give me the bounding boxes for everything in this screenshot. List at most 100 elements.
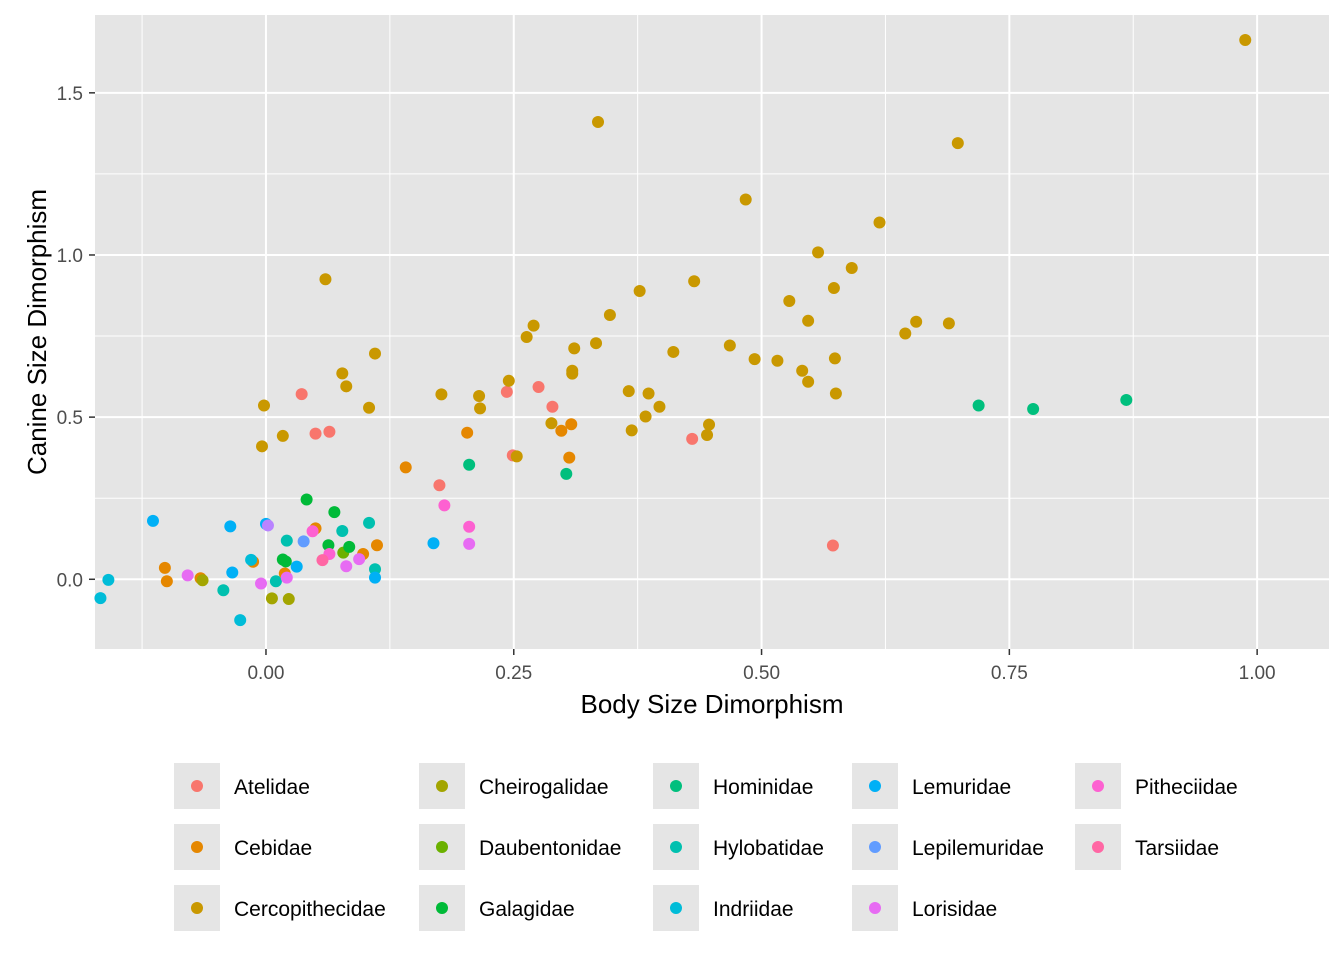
data-point — [94, 592, 107, 605]
data-point — [899, 327, 912, 340]
data-point — [642, 387, 655, 400]
data-point — [363, 401, 376, 414]
data-point — [280, 571, 293, 584]
legend-label: Lorisidae — [912, 898, 997, 921]
data-point — [473, 390, 486, 403]
data-point — [282, 593, 295, 606]
data-point — [625, 424, 638, 437]
legend-label: Galagidae — [479, 898, 575, 921]
y-tick-label: 0.0 — [57, 570, 83, 591]
data-point — [269, 575, 282, 588]
data-point — [196, 574, 209, 587]
x-tick-label: 0.50 — [743, 663, 780, 684]
legend-label: Cebidae — [234, 837, 312, 860]
legend-label: Hylobatidae — [713, 837, 824, 860]
legend-swatch — [191, 841, 203, 853]
legend-swatch — [869, 780, 881, 792]
data-point — [265, 592, 278, 605]
data-point — [688, 275, 701, 288]
legend-label: Daubentonidae — [479, 837, 621, 860]
data-point — [463, 458, 476, 471]
data-point — [323, 425, 336, 438]
data-point — [279, 555, 292, 568]
data-point — [146, 514, 159, 527]
data-point — [812, 246, 825, 259]
data-point — [336, 524, 349, 537]
data-point — [555, 424, 568, 437]
data-point — [309, 427, 322, 440]
y-axis-title: Canine Size Dimorphism — [22, 189, 52, 475]
data-point — [873, 216, 886, 229]
data-point — [474, 402, 487, 415]
data-point — [102, 573, 115, 586]
x-tick-label: 1.00 — [1239, 663, 1276, 684]
data-point — [510, 450, 523, 463]
data-point — [290, 560, 303, 573]
data-point — [328, 506, 341, 519]
data-point — [565, 418, 578, 431]
legend-swatch — [436, 780, 448, 792]
y-tick-label: 0.5 — [57, 408, 83, 429]
legend-swatch — [670, 841, 682, 853]
data-point — [826, 539, 839, 552]
data-point — [336, 367, 349, 380]
data-point — [545, 417, 558, 430]
data-point — [399, 461, 412, 474]
y-axis: 0.0 0.5 1.0 1.5 — [57, 84, 95, 591]
data-point — [802, 375, 815, 388]
data-point — [340, 560, 353, 573]
legend-swatch — [436, 841, 448, 853]
data-point — [560, 467, 573, 480]
data-point — [667, 345, 680, 358]
legend-label: Hominidae — [713, 776, 813, 799]
data-point — [433, 479, 446, 492]
x-axis: 0.00 0.25 0.50 0.75 1.00 — [247, 649, 1276, 684]
data-point — [686, 432, 699, 445]
data-point — [951, 137, 964, 150]
data-point — [566, 367, 579, 380]
data-point — [783, 295, 796, 308]
legend-swatch — [1092, 780, 1104, 792]
data-point — [369, 563, 382, 576]
data-point — [653, 400, 666, 413]
data-points — [94, 33, 1252, 627]
legend-label: Pitheciidae — [1135, 776, 1238, 799]
data-point — [796, 364, 809, 377]
x-tick-label: 0.75 — [991, 663, 1028, 684]
legend-swatch — [869, 902, 881, 914]
data-point — [363, 516, 376, 529]
data-point — [639, 410, 652, 423]
data-point — [370, 539, 383, 552]
legend-label: Indriidae — [713, 898, 794, 921]
data-point — [910, 315, 923, 328]
legend-label: Cercopithecidae — [234, 898, 386, 921]
data-point — [590, 337, 603, 350]
data-point — [343, 540, 356, 553]
data-point — [622, 385, 635, 398]
data-point — [158, 561, 171, 574]
data-point — [546, 400, 559, 413]
data-point — [563, 451, 576, 464]
data-point — [217, 584, 230, 597]
data-point — [829, 387, 842, 400]
legend-label: Lepilemuridae — [912, 837, 1044, 860]
data-point — [257, 399, 270, 412]
x-axis-title: Body Size Dimorphism — [581, 689, 844, 719]
data-point — [701, 428, 714, 441]
data-point — [160, 575, 173, 588]
data-point — [502, 374, 515, 387]
data-point — [633, 284, 646, 297]
data-point — [280, 534, 293, 547]
data-point — [603, 308, 616, 321]
data-point — [592, 116, 605, 129]
data-point — [568, 342, 581, 355]
data-point — [181, 569, 194, 582]
legend-swatch — [670, 780, 682, 792]
data-point — [532, 380, 545, 393]
data-point — [353, 553, 366, 566]
legend-label: Cheirogalidae — [479, 776, 609, 799]
data-point — [827, 282, 840, 295]
data-point — [297, 535, 310, 548]
grid-minor — [95, 15, 1329, 649]
data-point — [340, 380, 353, 393]
